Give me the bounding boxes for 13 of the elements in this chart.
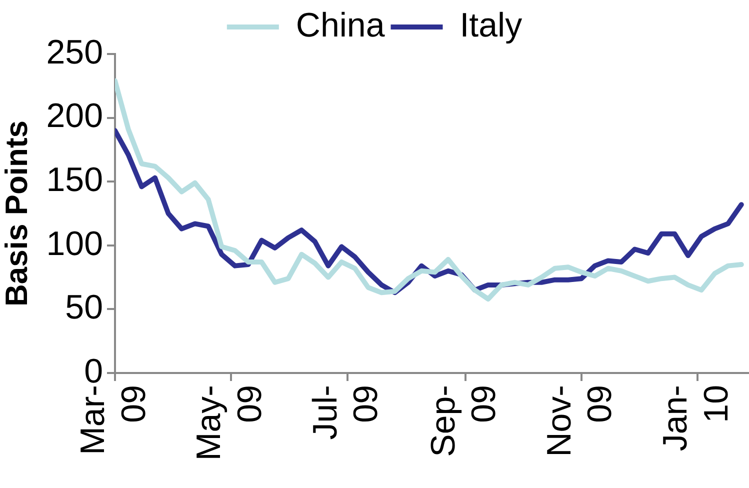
y-tick-label: 50 [65,288,103,327]
x-tick-label: Jul-09 [306,385,386,440]
y-tick-label: 150 [46,160,103,199]
legend-label: China [296,6,385,44]
y-tick-label: 200 [46,97,103,136]
y-axis-title: Basis Points [0,120,34,307]
x-tick-label: May-09 [190,385,269,461]
x-tick-label: Sep-09 [424,385,504,457]
y-tick-label: 100 [46,224,103,263]
x-tick-label: Jan-10 [656,385,736,452]
y-tick-label: 250 [46,33,103,72]
x-tick-label: Nov-09 [540,385,620,457]
legend-label: Italy [460,6,522,44]
